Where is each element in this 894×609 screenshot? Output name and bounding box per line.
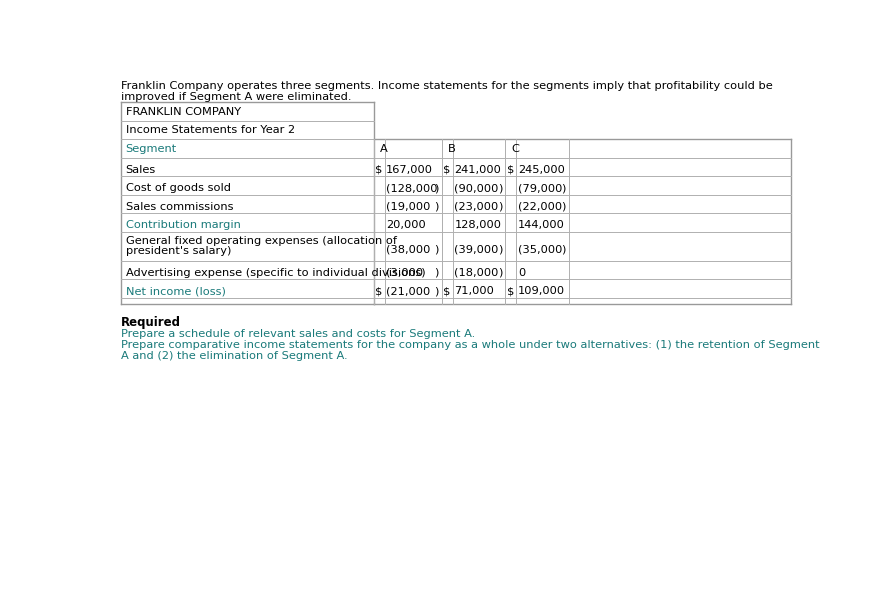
Text: (23,000: (23,000 bbox=[454, 202, 499, 212]
Text: ): ) bbox=[561, 244, 566, 254]
Text: improved if Segment A were eliminated.: improved if Segment A were eliminated. bbox=[121, 91, 351, 102]
Text: (90,000: (90,000 bbox=[454, 183, 499, 193]
Text: $: $ bbox=[507, 164, 514, 175]
Text: ): ) bbox=[498, 244, 502, 254]
Text: Prepare comparative income statements for the company as a whole under two alter: Prepare comparative income statements fo… bbox=[121, 340, 820, 350]
Text: (35,000: (35,000 bbox=[518, 244, 562, 254]
Text: $: $ bbox=[375, 164, 383, 175]
Text: General fixed operating expenses (allocation of: General fixed operating expenses (alloca… bbox=[126, 236, 397, 245]
Text: B: B bbox=[448, 144, 456, 154]
Text: $: $ bbox=[443, 164, 451, 175]
Text: C: C bbox=[511, 144, 519, 154]
Text: ): ) bbox=[561, 202, 566, 212]
Text: 241,000: 241,000 bbox=[454, 164, 502, 175]
Text: (21,000: (21,000 bbox=[386, 286, 430, 297]
Text: 167,000: 167,000 bbox=[386, 164, 433, 175]
Text: 144,000: 144,000 bbox=[518, 220, 565, 230]
Text: ): ) bbox=[434, 202, 439, 212]
Text: (18,000: (18,000 bbox=[454, 268, 499, 278]
Text: Income Statements for Year 2: Income Statements for Year 2 bbox=[126, 125, 295, 135]
Text: $: $ bbox=[507, 286, 514, 297]
Text: FRANKLIN COMPANY: FRANKLIN COMPANY bbox=[126, 107, 240, 117]
Text: Franklin Company operates three segments. Income statements for the segments imp: Franklin Company operates three segments… bbox=[121, 81, 772, 91]
Text: (79,000: (79,000 bbox=[518, 183, 562, 193]
Text: $: $ bbox=[375, 286, 383, 297]
Text: 109,000: 109,000 bbox=[518, 286, 565, 297]
Text: (39,000: (39,000 bbox=[454, 244, 499, 254]
Text: Required: Required bbox=[121, 317, 181, 329]
Text: (38,000: (38,000 bbox=[386, 244, 431, 254]
Text: ): ) bbox=[434, 183, 439, 193]
Text: Segment: Segment bbox=[126, 144, 177, 154]
Text: ): ) bbox=[498, 268, 502, 278]
Text: A and (2) the elimination of Segment A.: A and (2) the elimination of Segment A. bbox=[121, 351, 348, 361]
Text: Net income (loss): Net income (loss) bbox=[126, 286, 225, 297]
Text: Advertising expense (specific to individual divisions): Advertising expense (specific to individ… bbox=[126, 268, 426, 278]
Text: ): ) bbox=[434, 268, 439, 278]
Text: ): ) bbox=[498, 202, 502, 212]
Text: Sales commissions: Sales commissions bbox=[126, 202, 233, 212]
Text: Prepare a schedule of relevant sales and costs for Segment A.: Prepare a schedule of relevant sales and… bbox=[121, 329, 476, 339]
Text: Contribution margin: Contribution margin bbox=[126, 220, 240, 230]
Text: 245,000: 245,000 bbox=[518, 164, 565, 175]
Text: 71,000: 71,000 bbox=[454, 286, 494, 297]
Text: 0: 0 bbox=[518, 268, 525, 278]
Text: ): ) bbox=[498, 183, 502, 193]
Text: president's salary): president's salary) bbox=[126, 245, 231, 256]
Text: $: $ bbox=[443, 286, 451, 297]
Text: (128,000: (128,000 bbox=[386, 183, 437, 193]
Text: ): ) bbox=[434, 286, 439, 297]
Text: (22,000: (22,000 bbox=[518, 202, 562, 212]
Text: (3,000: (3,000 bbox=[386, 268, 423, 278]
Text: 20,000: 20,000 bbox=[386, 220, 426, 230]
Text: ): ) bbox=[561, 183, 566, 193]
Text: (19,000: (19,000 bbox=[386, 202, 431, 212]
Text: Sales: Sales bbox=[126, 164, 156, 175]
Text: A: A bbox=[380, 144, 388, 154]
Text: ): ) bbox=[434, 244, 439, 254]
Text: 128,000: 128,000 bbox=[454, 220, 502, 230]
Text: Cost of goods sold: Cost of goods sold bbox=[126, 183, 231, 193]
